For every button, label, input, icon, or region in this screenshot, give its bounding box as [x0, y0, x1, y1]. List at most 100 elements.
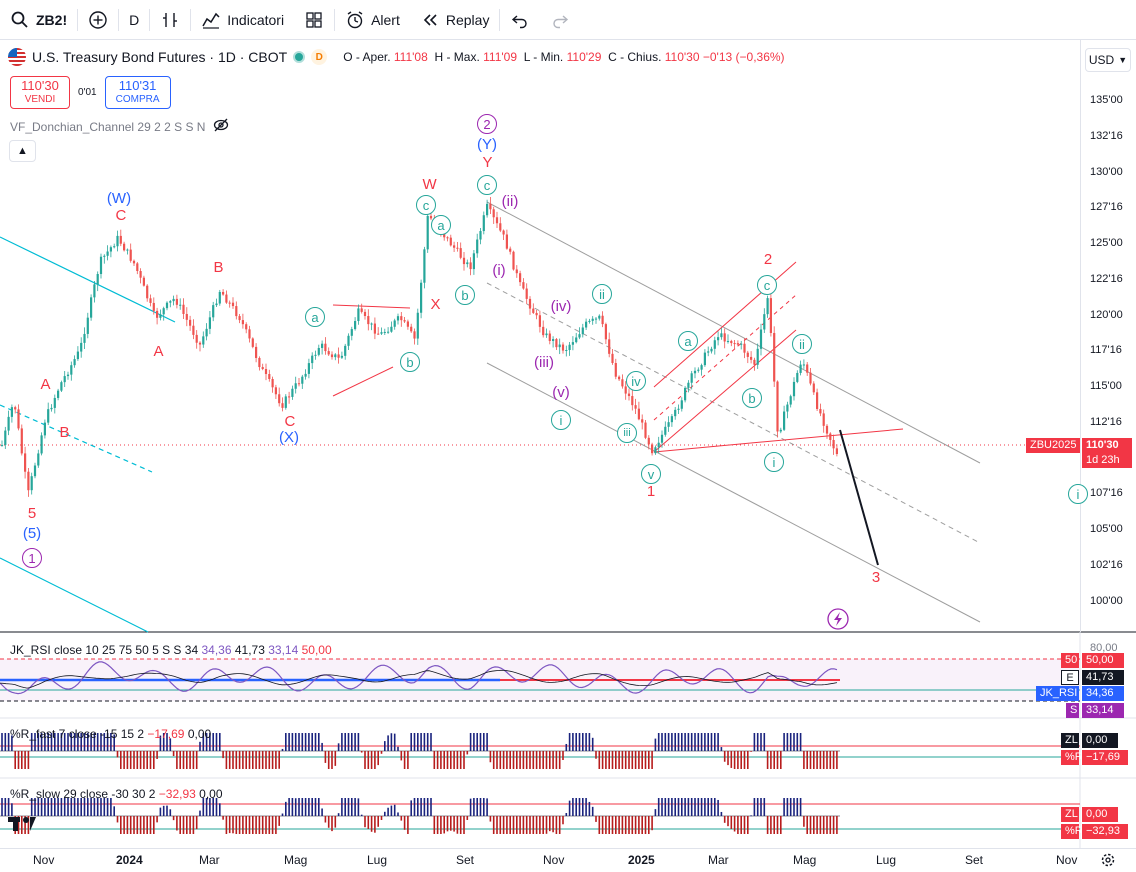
wave-label[interactable]: b — [455, 285, 475, 305]
wave-label[interactable]: 5 — [27, 505, 37, 522]
interval-button[interactable]: D — [119, 0, 149, 40]
rslow-value-1: −32,93 — [158, 787, 196, 801]
histogram-bar — [113, 806, 115, 816]
time-axis[interactable]: Nov 2024 Mar Mag Lug Set Nov 2025 Mar Mag Lug Set No… — [0, 848, 1136, 872]
red-channel-lower[interactable] — [653, 329, 797, 453]
wave-label[interactable]: (i) — [492, 262, 506, 279]
wave-label[interactable]: 1 — [646, 483, 656, 500]
wave-label[interactable]: a — [431, 215, 451, 235]
projection-line[interactable] — [839, 429, 879, 566]
wave-label[interactable]: A — [153, 343, 164, 360]
wave-label[interactable]: B — [213, 259, 224, 276]
candle-body — [146, 285, 149, 299]
wave-label[interactable]: v — [641, 464, 661, 484]
rsi-legend[interactable]: JK_RSI close 10 25 75 50 5 S S 34 34,36 … — [10, 643, 332, 657]
indicator-legend[interactable]: VF_Donchian_Channel 29 2 2 S S N — [10, 118, 229, 135]
histogram-bar — [370, 816, 373, 832]
wave-label[interactable]: (Y) — [477, 136, 497, 153]
candle-body — [113, 246, 116, 248]
wave-label[interactable]: 1 — [22, 548, 42, 568]
wave-label[interactable]: X — [430, 296, 441, 313]
redo-button[interactable] — [540, 0, 580, 40]
candle-body — [690, 373, 693, 383]
symbol-search[interactable]: ZB2! — [0, 0, 77, 40]
trend-line[interactable] — [0, 236, 176, 323]
red-base-line[interactable] — [653, 428, 904, 453]
wave-label[interactable]: c — [757, 275, 777, 295]
candle-body — [288, 396, 291, 398]
currency-selector[interactable]: USD ▼ — [1085, 48, 1131, 72]
candle-body — [66, 374, 70, 377]
chart-legend[interactable]: U.S. Treasury Bond Futures · 1D · CBOT D… — [8, 48, 785, 66]
wave-label[interactable]: iv — [626, 371, 646, 391]
wave-label[interactable]: A — [40, 376, 51, 393]
collapse-legend-button[interactable]: ▲ — [9, 140, 36, 162]
wave-label[interactable]: C — [115, 207, 127, 224]
wave-label[interactable]: i — [764, 452, 784, 472]
trend-line[interactable] — [0, 557, 149, 633]
histogram-bar — [483, 798, 485, 816]
replay-button[interactable]: Replay — [410, 0, 500, 40]
wave-label[interactable]: 2 — [763, 251, 773, 268]
rfast-legend[interactable]: %R_fast 7 close -15 15 2 −17,69 0,00 — [10, 727, 211, 741]
histogram-bar — [605, 751, 607, 769]
wave-label[interactable]: W — [422, 176, 437, 193]
wave-label[interactable]: Y — [482, 154, 493, 171]
undo-button[interactable] — [500, 0, 540, 40]
wave-label[interactable]: a — [305, 307, 325, 327]
eye-off-icon[interactable] — [213, 118, 229, 135]
rsi-tag-50: 50 — [1061, 653, 1079, 668]
histogram-bar — [265, 751, 267, 769]
trend-line-dashed[interactable] — [0, 404, 153, 473]
tradingview-logo[interactable] — [8, 815, 44, 838]
buy-button[interactable]: 110'31 COMPRA — [104, 76, 171, 109]
candle-body — [684, 387, 687, 401]
wave-label[interactable]: (iii) — [534, 354, 554, 371]
wave-label[interactable]: b — [400, 352, 420, 372]
wave-label[interactable]: ii — [592, 284, 612, 304]
wave-label[interactable]: (W) — [106, 190, 132, 207]
wave-label[interactable]: (X) — [279, 429, 299, 446]
wave-label[interactable]: c — [477, 175, 497, 195]
chart-type-button[interactable] — [150, 0, 190, 40]
wave-label[interactable]: ii — [792, 334, 812, 354]
wave-label[interactable]: a — [678, 331, 698, 351]
wave-label[interactable]: (ii) — [501, 193, 519, 210]
indicators-button[interactable]: Indicatori — [191, 0, 294, 40]
wave-label[interactable]: b — [742, 388, 762, 408]
interval-label: D — [129, 11, 140, 28]
wave-label[interactable]: B — [59, 424, 70, 441]
price-scale[interactable] — [1080, 40, 1136, 632]
histogram-bar — [120, 816, 122, 834]
wave-label[interactable]: iii — [617, 423, 637, 443]
channel-upper[interactable] — [486, 201, 981, 464]
histogram-bar — [225, 816, 228, 834]
channel-lower[interactable] — [486, 362, 981, 623]
wave-label[interactable]: 3 — [871, 569, 881, 586]
histogram-bar — [341, 798, 343, 816]
rslow-legend[interactable]: %R_slow 29 close -30 30 2 −32,93 0,00 — [10, 787, 223, 801]
wave-label[interactable]: (iv) — [550, 298, 572, 315]
histogram-bar — [565, 743, 568, 751]
wave-label[interactable]: c — [416, 195, 436, 215]
wave-label[interactable]: (v) — [552, 384, 570, 401]
sell-button[interactable]: 110'30 VENDI — [10, 76, 70, 109]
histogram-bar — [479, 733, 482, 751]
settings-gear-icon[interactable] — [1100, 852, 1116, 872]
triangle-upper[interactable] — [332, 304, 411, 309]
compare-button[interactable] — [78, 0, 118, 40]
wave-label[interactable]: C — [284, 413, 296, 430]
histogram-bar — [77, 733, 79, 751]
channel-middle[interactable] — [486, 282, 981, 544]
wave-label[interactable]: 2 — [477, 114, 497, 134]
candle-body — [472, 253, 475, 270]
wave-label[interactable]: (5) — [22, 525, 42, 542]
alert-button[interactable]: Alert — [335, 0, 410, 40]
wave-label[interactable]: i — [551, 410, 571, 430]
histogram-bar — [347, 798, 350, 816]
layouts-button[interactable] — [294, 0, 334, 40]
wave-label[interactable]: i — [1068, 484, 1088, 504]
triangle-lower[interactable] — [332, 366, 394, 397]
histogram-bar — [417, 733, 419, 751]
